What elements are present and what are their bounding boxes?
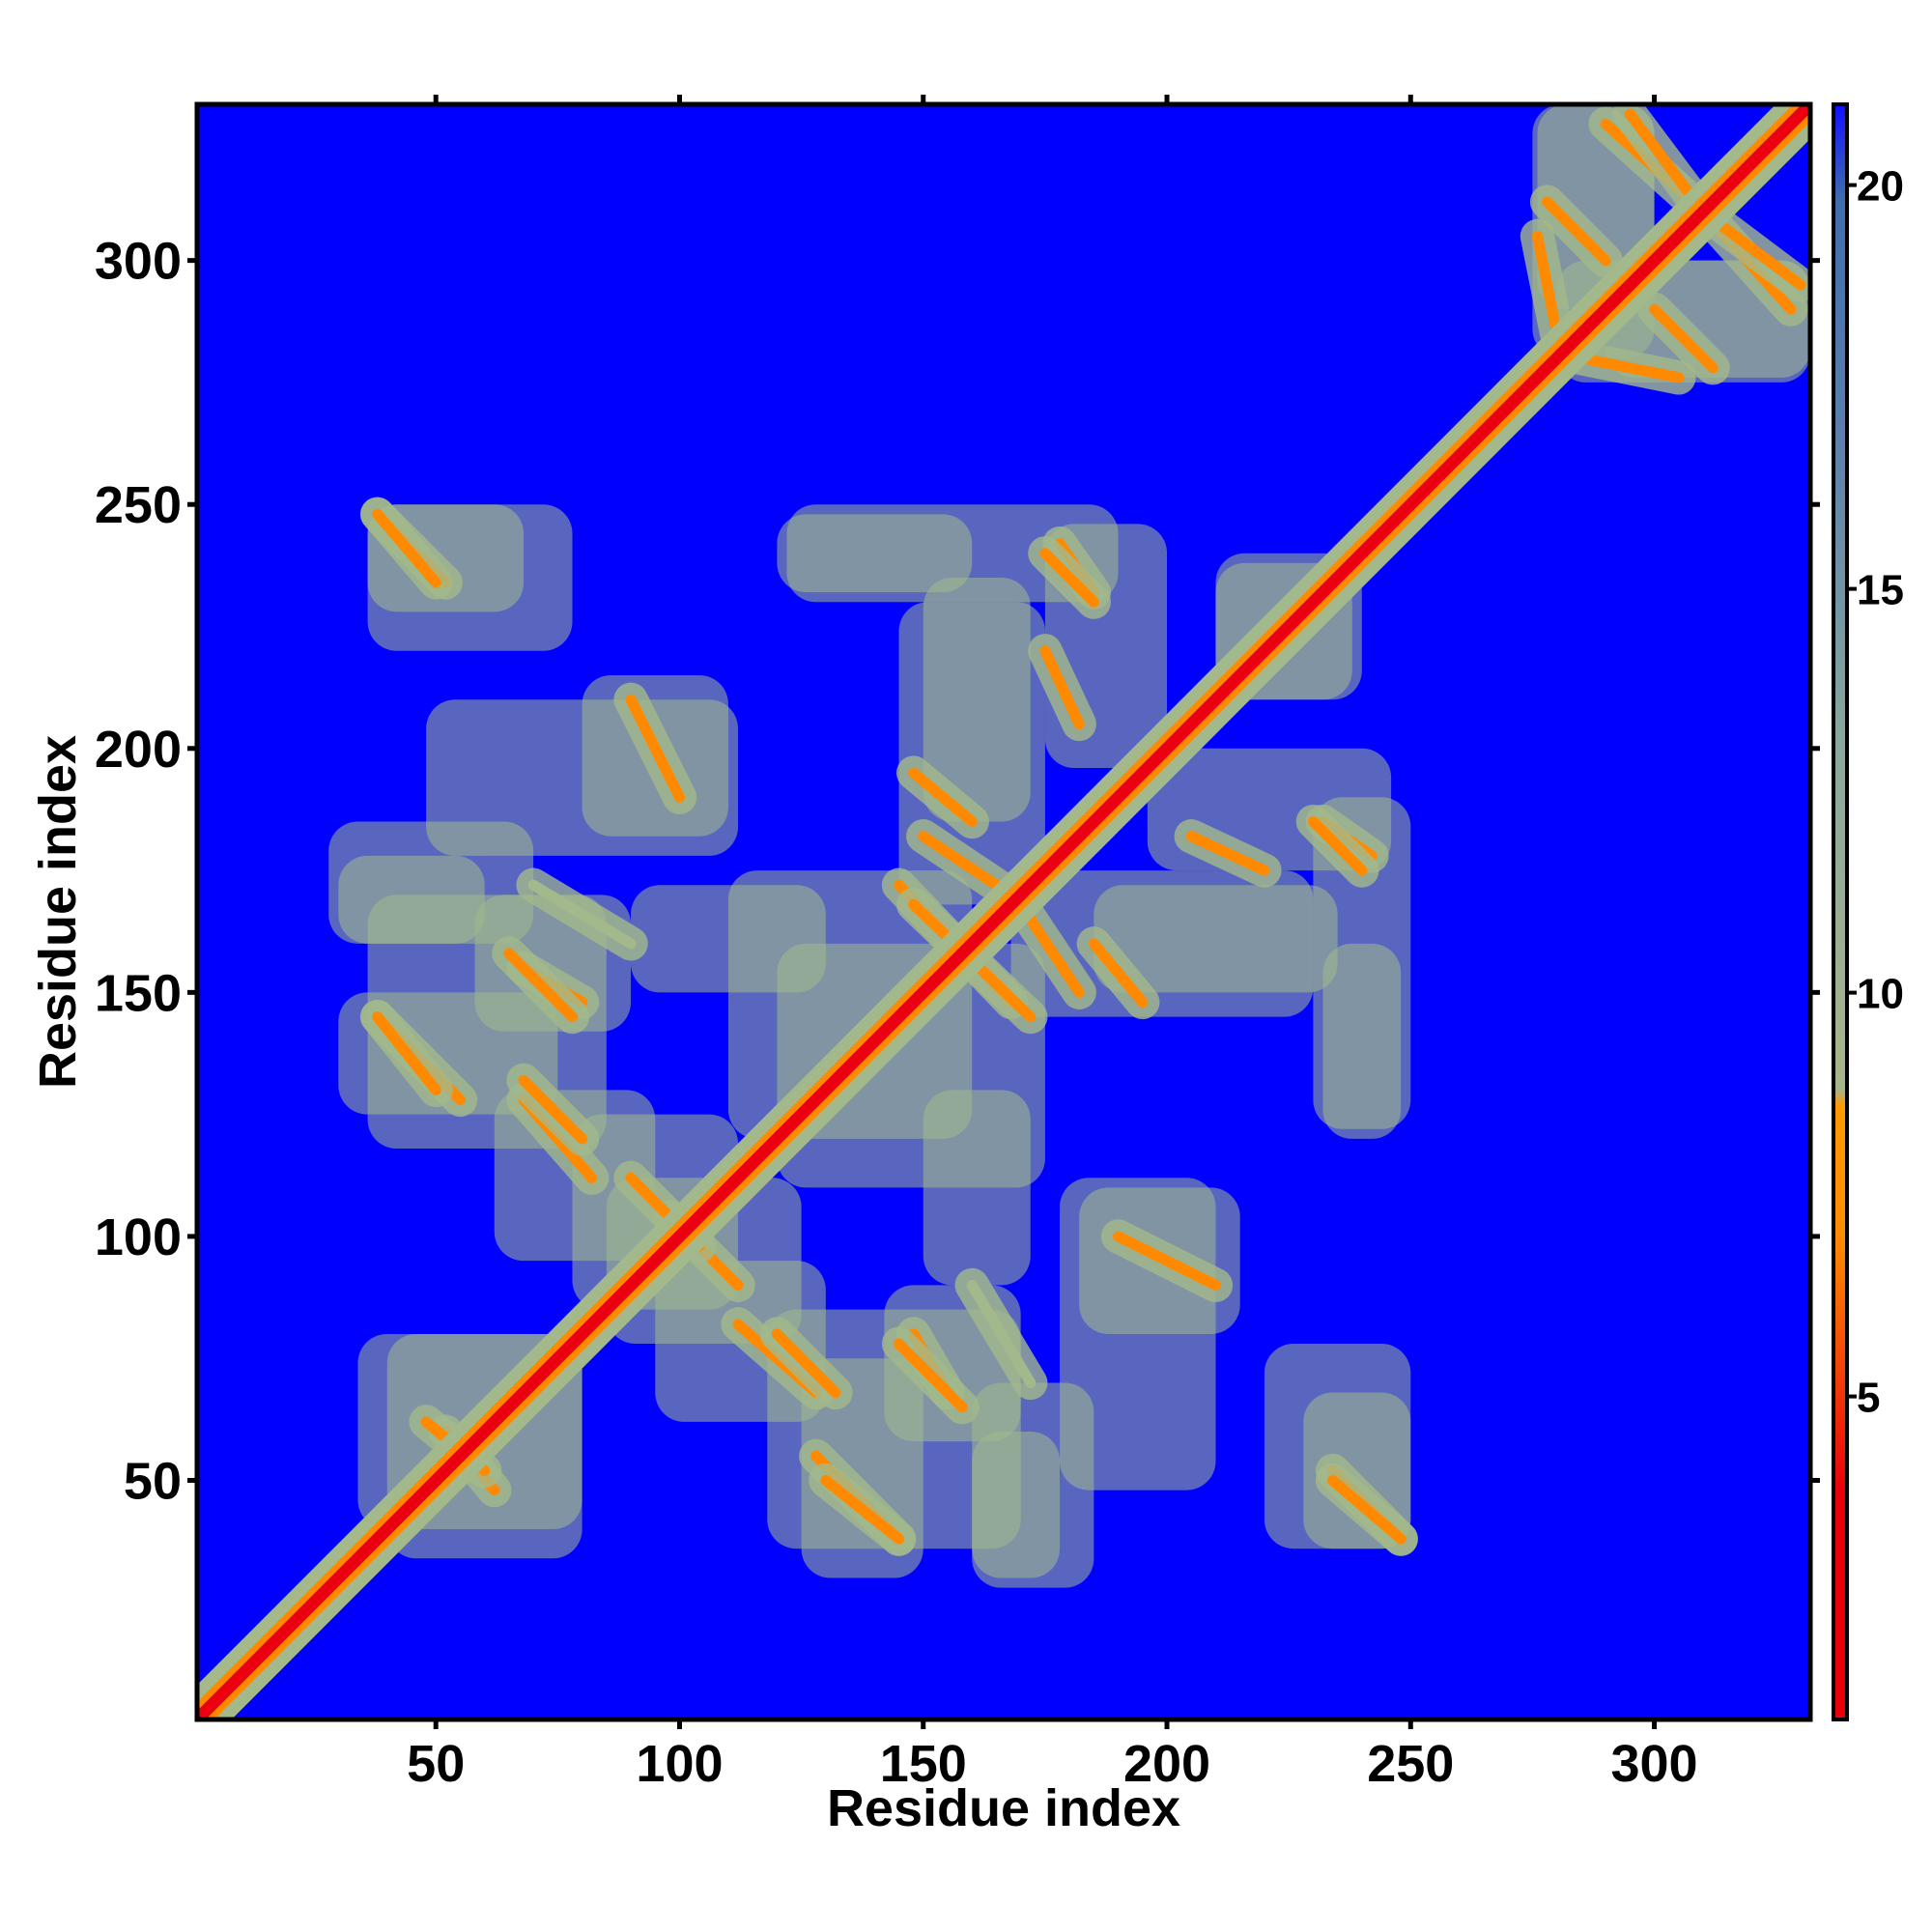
y-axis-ticks: 50 100 150 200 250 300: [95, 233, 1820, 1510]
contact-segment: [527, 879, 637, 950]
contact-segment: [1113, 1231, 1222, 1291]
contact-segment: [1531, 230, 1563, 339]
contact-region: [1094, 885, 1338, 993]
x-tick-label: 250: [1367, 1735, 1454, 1793]
y-tick-label: 100: [95, 1208, 182, 1266]
contact-segment: [1576, 353, 1685, 384]
contact-region: [972, 1382, 1094, 1588]
contact-segment: [1542, 196, 1611, 267]
x-axis-ticks: 50 100 150 200 250 300: [407, 95, 1698, 1793]
colorbar-tick-label: 10: [1857, 971, 1904, 1018]
contact-segment: [893, 1338, 968, 1413]
x-tick-label: 300: [1610, 1735, 1697, 1793]
plot-frame: [194, 101, 1813, 1722]
colorbar-tick-label: 5: [1857, 1375, 1880, 1422]
y-tick-label: 200: [95, 721, 182, 779]
colorbar-tick-label: 15: [1857, 567, 1904, 614]
contact-region: [786, 504, 1119, 603]
contact-region: [1313, 797, 1411, 1129]
contact-segment: [1648, 303, 1719, 374]
contact-region: [923, 577, 1031, 822]
contact-segment: [372, 508, 441, 588]
contact-segment: [372, 1011, 441, 1095]
x-tick-label: 200: [1123, 1735, 1210, 1793]
contact-segment: [1039, 645, 1085, 730]
heatmap-cells: [197, 104, 1810, 1719]
contact-region: [727, 870, 973, 1139]
x-axis-title: Residue index: [827, 1779, 1180, 1837]
contact-segment: [625, 694, 686, 803]
colorbar: [1832, 102, 1849, 1721]
contact-segment: [1088, 938, 1149, 1009]
x-tick-label: 100: [636, 1735, 723, 1793]
contact-segment: [1307, 816, 1368, 876]
contact-segment: [908, 767, 978, 828]
contact-segment: [966, 1279, 1037, 1389]
y-tick-label: 300: [95, 233, 182, 291]
contact-segment: [503, 948, 579, 1023]
y-tick-label: 150: [95, 964, 182, 1022]
y-tick-label: 50: [124, 1452, 182, 1510]
x-tick-label: 150: [880, 1735, 967, 1793]
contact-segment: [518, 1074, 588, 1145]
contact-segment: [771, 1328, 841, 1399]
y-axis-title: Residue index: [29, 735, 87, 1089]
contact-segment: [1039, 548, 1099, 608]
colorbar-ticks: 5 10 15 20: [1847, 163, 1904, 1422]
y-tick-label: 250: [95, 476, 182, 534]
diagonal-core: [197, 104, 1810, 1719]
contact-region: [328, 821, 534, 944]
contact-segment: [1185, 831, 1270, 876]
colorbar-tick-label: 20: [1857, 163, 1904, 211]
contact-segment: [1327, 1474, 1406, 1545]
contact-segment: [820, 1474, 905, 1545]
x-tick-label: 50: [407, 1735, 465, 1793]
